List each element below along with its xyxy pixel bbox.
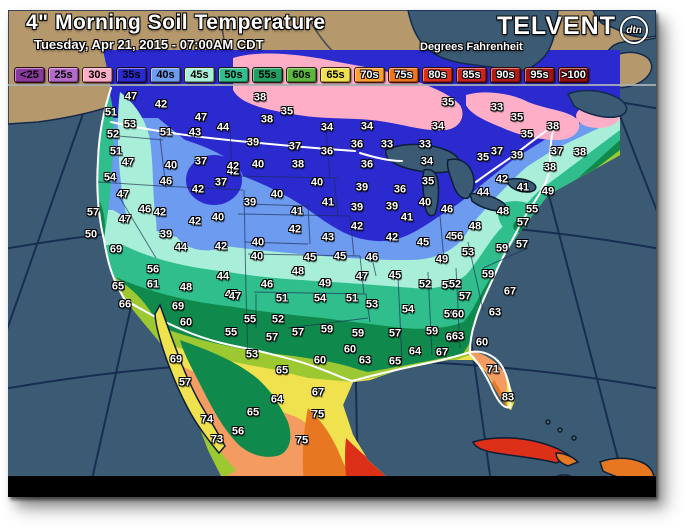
bottom-band xyxy=(8,476,656,497)
legend-chip-100: >100 xyxy=(558,67,589,83)
legend-chip-65s: 65s xyxy=(320,67,351,83)
legend-chip-25: <25 xyxy=(14,67,45,83)
legend-chip-80s: 80s xyxy=(422,67,453,83)
legend-chip-75s: 75s xyxy=(388,67,419,83)
map-canvas xyxy=(8,10,656,497)
legend-chip-55s: 55s xyxy=(252,67,283,83)
legend-chip-30s: 30s xyxy=(82,67,113,83)
legend-chip-50s: 50s xyxy=(218,67,249,83)
map-title: 4" Morning Soil Temperature xyxy=(26,11,326,34)
legend-chip-60s: 60s xyxy=(286,67,317,83)
state-borders xyxy=(97,127,529,363)
legend-chip-95s: 95s xyxy=(524,67,555,83)
header-separator xyxy=(8,84,656,86)
dtn-logo-icon: dtn xyxy=(620,16,648,44)
legend-chip-25s: 25s xyxy=(48,67,79,83)
telvent-logo: TELVENT xyxy=(496,12,616,40)
great-lakes xyxy=(385,143,537,217)
units-label: Degrees Fahrenheit xyxy=(420,41,523,53)
legend-chip-35s: 35s xyxy=(116,67,147,83)
map-datetime: Tuesday, Apr 21, 2015 - 07:00AM CDT xyxy=(34,37,264,52)
temperature-legend: <25 25s 30s 35s 40s 45s 50s 55s 60s 65s 70s 75s 80s 8… xyxy=(14,67,592,83)
legend-chip-85s: 85s xyxy=(456,67,487,83)
soil-temperature-map: 4" Morning Soil Temperature Tuesday, Apr… xyxy=(8,10,656,497)
legend-chip-90s: 90s xyxy=(490,67,521,83)
legend-chip-40s: 40s xyxy=(150,67,181,83)
legend-chip-70s: 70s xyxy=(354,67,385,83)
legend-chip-45s: 45s xyxy=(184,67,215,83)
